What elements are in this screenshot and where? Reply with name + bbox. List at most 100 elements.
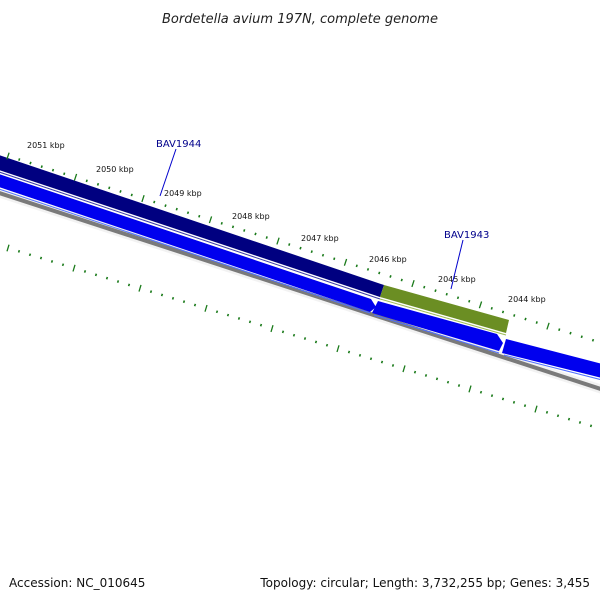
minor-tick [164, 204, 167, 208]
minor-tick [226, 313, 230, 317]
major-tick [73, 173, 78, 181]
major-tick [6, 152, 10, 160]
minor-tick [501, 310, 505, 314]
map-title: Bordetella avium 197N, complete genome [162, 12, 438, 27]
minor-tick [116, 280, 120, 283]
minor-tick [325, 343, 329, 347]
minor-tick [61, 263, 65, 267]
tick-label: 2050 kbp [96, 165, 134, 174]
major-tick [336, 345, 340, 353]
minor-tick [231, 225, 235, 229]
minor-tick [83, 270, 87, 273]
gene-label-bav1944-group: BAV1944 [156, 139, 201, 197]
minor-tick [130, 193, 133, 197]
minor-tick [524, 317, 527, 321]
minor-tick [119, 190, 122, 193]
minor-tick [434, 289, 437, 293]
minor-tick [380, 360, 384, 364]
minor-tick [321, 253, 325, 257]
major-tick [270, 325, 274, 333]
minor-tick [545, 410, 549, 414]
minor-tick [220, 221, 223, 225]
minor-tick [513, 314, 516, 317]
minor-tick [378, 271, 381, 275]
minor-tick [457, 384, 461, 387]
minor-tick [468, 299, 471, 303]
minor-tick [94, 273, 98, 277]
minor-tick [149, 290, 153, 294]
major-tick [204, 304, 208, 312]
minor-tick [413, 370, 417, 374]
minor-tick [39, 256, 43, 260]
minor-tick [310, 250, 313, 254]
minor-tick [355, 264, 358, 268]
minor-tick [578, 421, 582, 424]
minor-tick [153, 200, 156, 204]
minor-tick [50, 260, 54, 263]
minor-tick [589, 424, 593, 428]
minor-tick [569, 331, 572, 335]
minor-tick [171, 296, 175, 300]
minor-tick [248, 320, 252, 324]
minor-tick [347, 350, 351, 354]
accession-text: Accession: NC_010645 [9, 576, 145, 590]
minor-tick [254, 232, 257, 236]
minor-tick [292, 333, 296, 337]
minor-tick [160, 293, 164, 297]
minor-tick [303, 337, 307, 340]
major-tick [141, 194, 145, 203]
minor-tick [51, 168, 55, 172]
forward-strand-genes [0, 152, 509, 336]
minor-tick [29, 161, 32, 165]
minor-tick [237, 317, 241, 320]
minor-tick [63, 172, 66, 176]
minor-tick [265, 236, 268, 239]
minor-tick [490, 394, 494, 398]
minor-tick [182, 300, 186, 304]
minor-tick [243, 229, 246, 232]
minor-tick [446, 380, 450, 384]
minor-tick [333, 257, 336, 261]
minor-tick [400, 278, 403, 282]
tick-label: 2045 kbp [438, 275, 476, 284]
minor-tick [259, 323, 263, 327]
minor-tick [281, 330, 285, 334]
minor-tick [299, 246, 302, 250]
minor-tick [28, 253, 32, 257]
inner-tick-marks [6, 244, 593, 428]
minor-tick [523, 404, 527, 408]
gene-bav1943-bar[interactable] [380, 285, 509, 333]
minor-tick [479, 390, 483, 394]
minor-tick [18, 158, 21, 161]
major-tick [402, 365, 406, 373]
genome-stats-text: Topology: circular; Length: 3,732,255 bp… [259, 576, 590, 590]
gene-arrow[interactable] [502, 339, 600, 380]
tick-label: 2044 kbp [508, 295, 546, 304]
minor-tick [96, 182, 100, 186]
gene-bav1944-bar[interactable] [0, 152, 384, 297]
minor-tick [389, 275, 392, 278]
minor-tick [501, 397, 505, 401]
minor-tick [108, 186, 111, 190]
gene-arrow[interactable] [372, 301, 503, 351]
gene-arrow[interactable] [0, 171, 376, 312]
minor-tick [314, 340, 318, 344]
tick-label: 2048 kbp [232, 212, 270, 221]
minor-tick [490, 306, 493, 310]
gene-label-bav1944[interactable]: BAV1944 [156, 139, 201, 150]
major-tick [478, 301, 483, 309]
major-tick [138, 284, 142, 292]
gene-label-bav1943-group: BAV1943 [444, 230, 489, 290]
major-tick [208, 216, 213, 224]
minor-tick [288, 243, 291, 246]
minor-tick [175, 207, 178, 211]
major-tick [276, 237, 280, 245]
minor-tick [445, 292, 448, 296]
minor-tick [591, 338, 595, 342]
tick-labels: 2051 kbp 2050 kbp 2049 kbp 2048 kbp 2047… [27, 141, 546, 304]
major-tick [343, 258, 348, 266]
minor-tick [424, 374, 428, 377]
gene-label-bav1943[interactable]: BAV1943 [444, 230, 489, 241]
minor-tick [215, 310, 219, 314]
major-tick [6, 244, 10, 252]
